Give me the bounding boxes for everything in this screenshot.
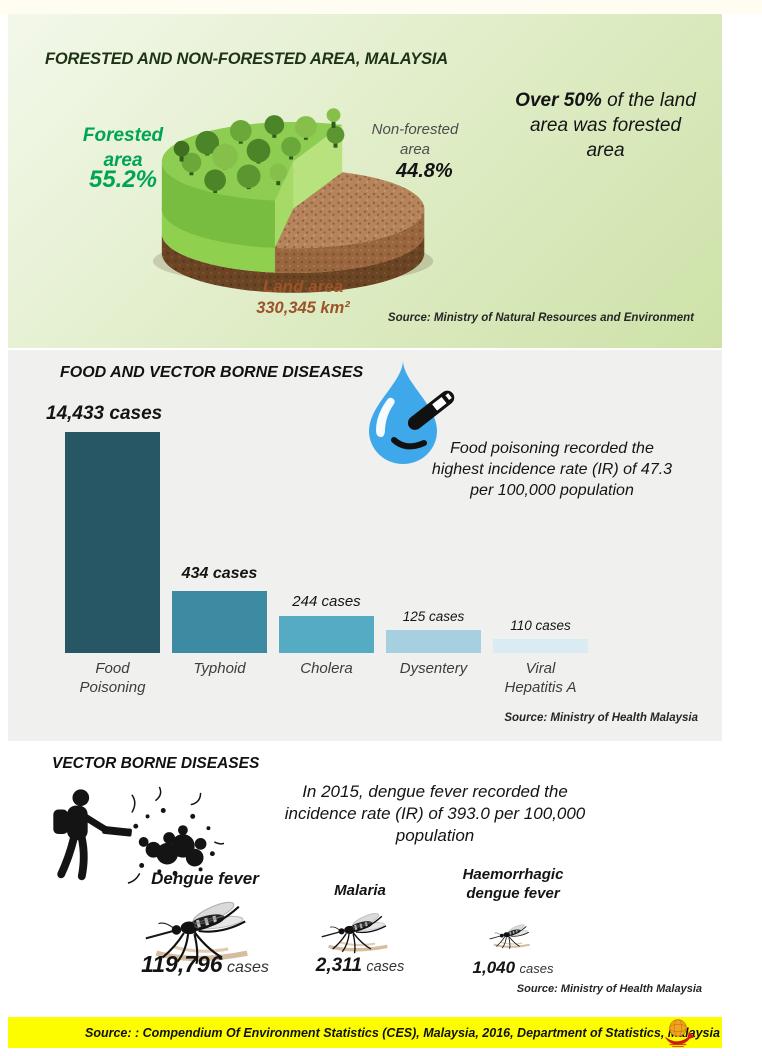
forest-section-panel: FORESTED AND NON-FORESTED AREA, MALAYSIA…	[8, 14, 722, 348]
forest-source-text: Source: Ministry of Natural Resources an…	[387, 312, 694, 324]
vector-item-label: Haemorrhagic dengue fever	[462, 866, 564, 902]
mosquito-icon	[488, 921, 538, 951]
tree-icon	[326, 108, 341, 123]
fogging-machine-icon	[53, 786, 224, 884]
pie-forested-side	[161, 208, 275, 273]
bar-value-label: 434 cases	[181, 565, 258, 582]
vector-section-title: VECTOR BORNE DISEASES	[52, 755, 260, 772]
pie-soil-side	[161, 233, 425, 293]
bar-category-label: Cholera	[300, 660, 353, 677]
tree-icon	[326, 125, 345, 144]
forest-trees-icon	[173, 108, 345, 194]
statistics-malaysia-logo	[664, 1019, 695, 1048]
nonforested-area-label: Non-forested area	[371, 121, 459, 158]
tree-icon	[212, 143, 238, 170]
bar-category-label: Viral Hepatitis A	[504, 660, 577, 696]
thermometer-icon	[407, 390, 455, 430]
water-drop-icon	[369, 361, 437, 464]
forest-callout-bold: Over 50%	[515, 90, 602, 111]
tree-icon	[236, 164, 261, 189]
vector-pictogram-chart: Dengue fever 119,796 cases Malaria 2,311 ca…	[8, 741, 722, 1017]
forest-callout-rest: of the land area was forested area	[529, 90, 696, 162]
nonforested-area-percent: 44.8%	[396, 160, 453, 182]
tree-icon	[269, 163, 288, 182]
forest-section-title: FORESTED AND NON-FORESTED AREA, MALAYSIA	[45, 50, 448, 68]
bar-value-label: 110 cases	[510, 618, 571, 633]
footer-source-text: Source: : Compendium Of Environment Stat…	[85, 1025, 720, 1040]
food-section-title: FOOD AND VECTOR BORNE DISEASES	[60, 364, 364, 381]
tree-icon	[229, 120, 252, 142]
tree-icon	[181, 152, 202, 173]
food-bar-chart: 14,433 cases Food Poisoning 434 cases Typhoi…	[8, 350, 722, 741]
vector-section-panel: VECTOR BORNE DISEASES In 2015, dengue	[8, 741, 722, 1017]
food-section-panel: FOOD AND VECTOR BORNE DISEASES Food pois…	[8, 350, 722, 741]
tree-icon	[264, 115, 285, 135]
bar-viral-hepatitis a	[493, 639, 588, 653]
bar-value-label: 14,433 cases	[46, 403, 163, 424]
pie-nonforested-slice	[274, 172, 425, 249]
top-margin-strip	[0, 0, 762, 14]
land-area-pie-chart	[152, 108, 434, 293]
bar-category-label: Food Poisoning	[79, 660, 146, 696]
vector-item-count: 119,796 cases	[141, 951, 269, 977]
bar-dysentery	[386, 630, 481, 653]
vector-item-count: 1,040 cases	[472, 958, 554, 977]
vector-item-count: 2,311 cases	[315, 955, 405, 976]
bar-typhoid	[172, 591, 267, 653]
tree-icon	[204, 169, 226, 192]
water-drop-thermometer-icon	[369, 361, 455, 464]
vector-item-label: Malaria	[334, 882, 386, 899]
tree-icon	[295, 116, 317, 138]
bar-cholera	[279, 616, 374, 653]
food-source-text: Source: Ministry of Health Malaysia	[504, 712, 698, 724]
tree-icon	[281, 136, 301, 157]
vector-note-text: In 2015, dengue fever recorded the incid…	[284, 782, 586, 846]
tree-icon	[173, 140, 190, 157]
vector-source-text: Source: Ministry of Health Malaysia	[516, 983, 702, 995]
bar-category-label: Dysentery	[399, 660, 468, 677]
tree-icon	[246, 138, 271, 163]
forested-area-percent: 55.2%	[88, 166, 158, 193]
bar-value-label: 125 cases	[402, 609, 465, 624]
bar-food-poisoning	[65, 432, 160, 653]
bar-value-label: 244 cases	[292, 593, 361, 610]
tree-icon	[195, 130, 220, 155]
mosquito-icon	[319, 908, 401, 956]
tree-icon	[331, 117, 336, 128]
vector-item-label: Dengue fever	[151, 869, 259, 888]
bar-category-label: Typhoid	[193, 660, 246, 677]
pie-nonforested-side	[274, 208, 425, 273]
footer-source-bar: Source: : Compendium Of Environment Stat…	[8, 1017, 722, 1048]
forested-area-label: Forested area	[82, 125, 164, 171]
food-note-text: Food poisoning recorded the highest inci…	[431, 440, 673, 500]
land-area-annotation: Land area 330,345 km²	[256, 277, 350, 318]
forest-callout: Over 50% of the land area was forested a…	[513, 88, 698, 163]
